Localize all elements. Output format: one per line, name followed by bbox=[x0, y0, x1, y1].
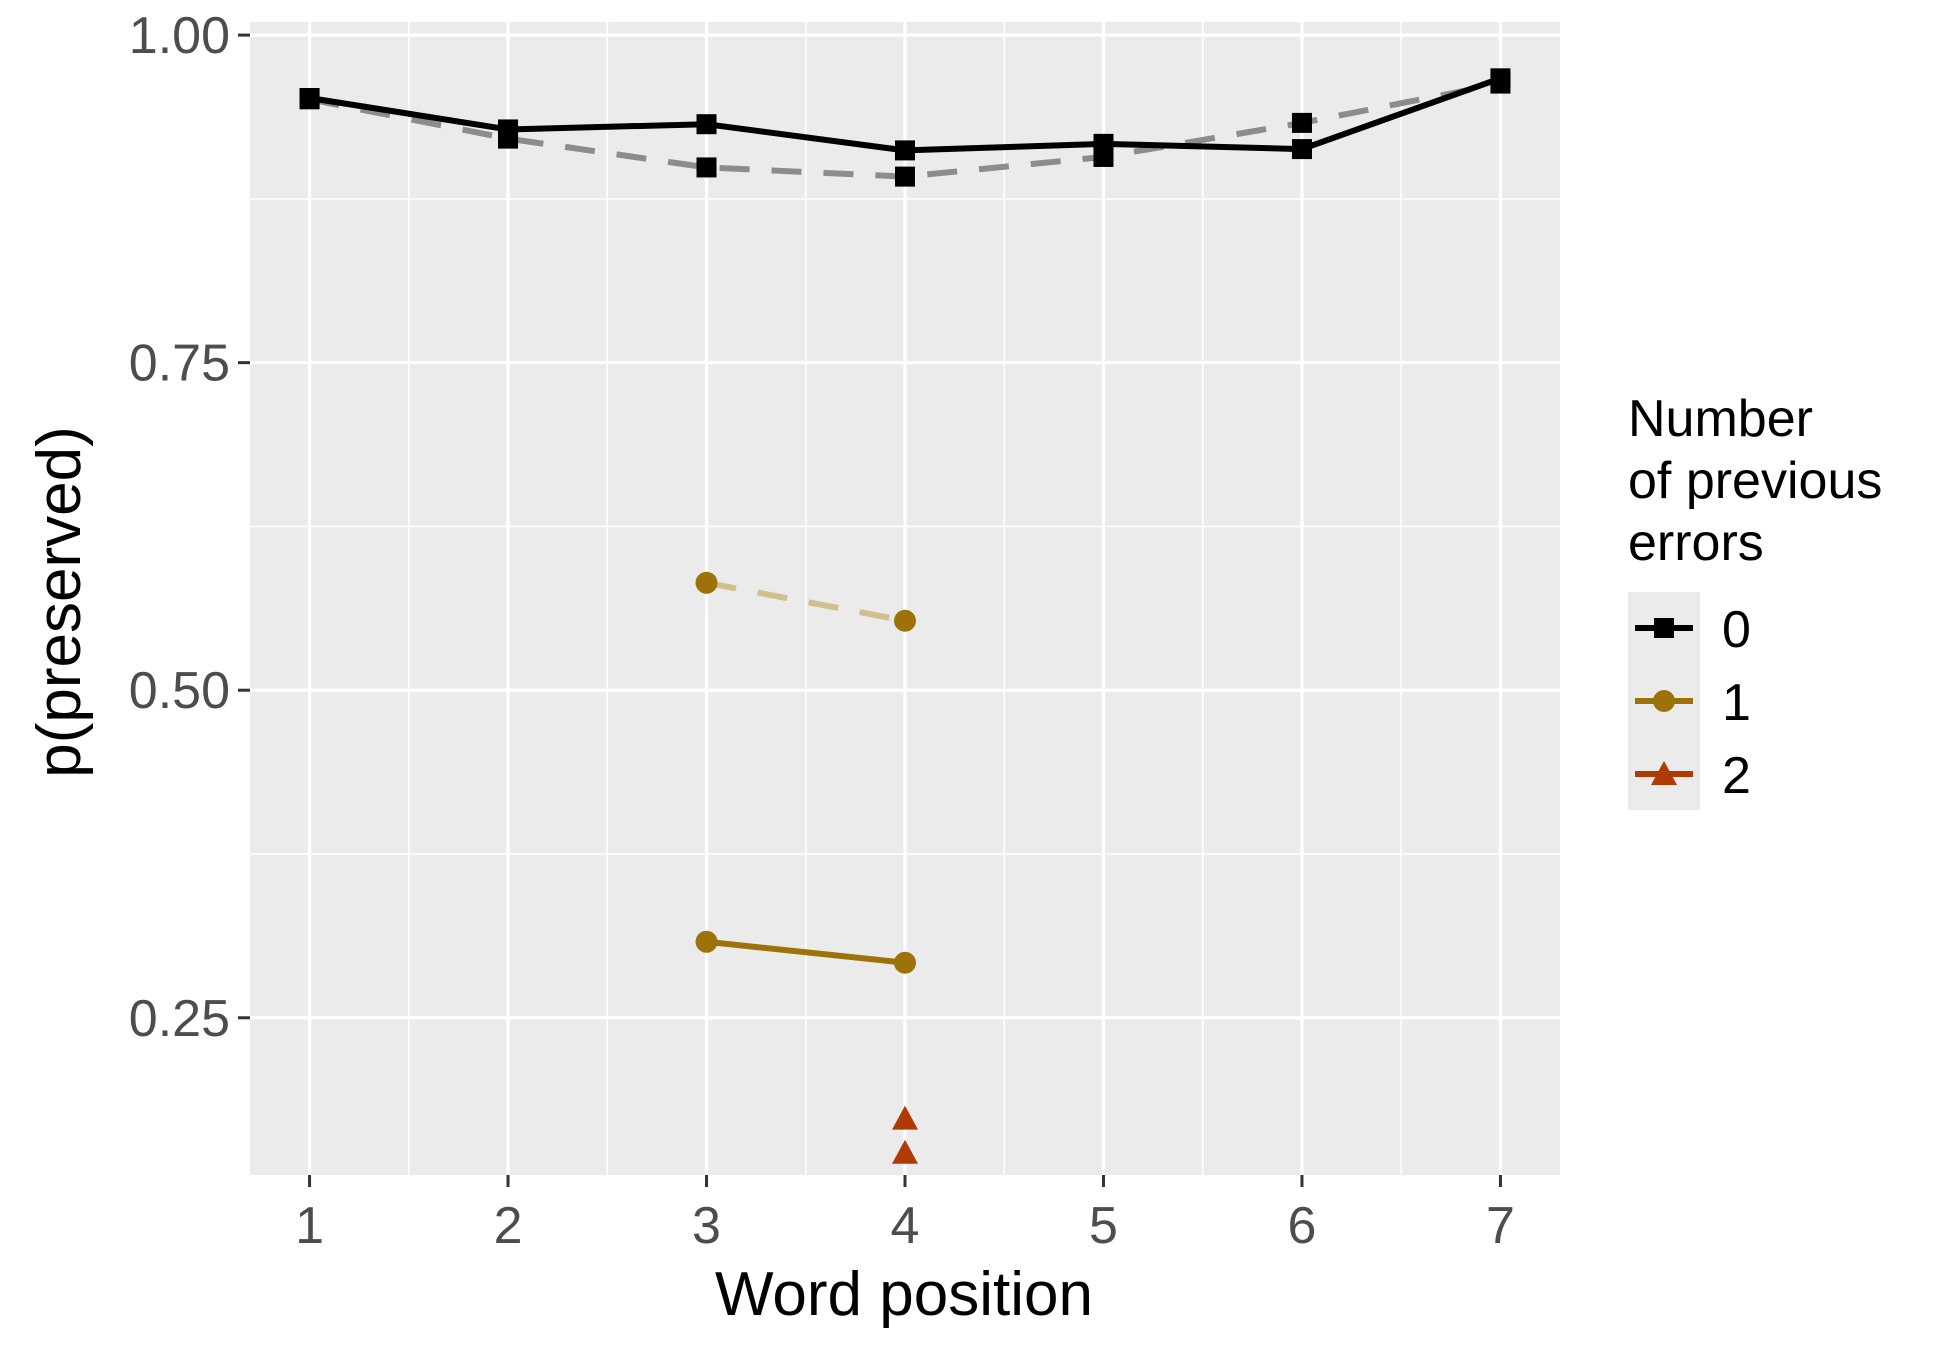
x-tick-label: 7 bbox=[1486, 1197, 1515, 1255]
data-point-errors-0 bbox=[895, 140, 915, 160]
data-point-errors-1 bbox=[894, 952, 916, 974]
data-point-errors-1 bbox=[696, 931, 718, 953]
x-tick-label: 1 bbox=[295, 1197, 324, 1255]
data-point-errors-0 bbox=[895, 167, 915, 187]
x-tick-label: 4 bbox=[891, 1197, 920, 1255]
x-tick-label: 3 bbox=[692, 1197, 721, 1255]
y-tick-label: 0.75 bbox=[129, 335, 230, 393]
legend-label-2: 2 bbox=[1722, 747, 1751, 805]
data-point-errors-0 bbox=[498, 119, 518, 139]
legend-label-0: 0 bbox=[1722, 601, 1751, 659]
y-tick-label: 0.50 bbox=[129, 662, 230, 720]
legend-key-marker-1 bbox=[1653, 690, 1675, 712]
data-point-errors-0 bbox=[697, 157, 717, 177]
data-point-errors-0 bbox=[1292, 139, 1312, 159]
data-point-errors-0 bbox=[1292, 113, 1312, 133]
data-point-errors-0 bbox=[1093, 134, 1113, 154]
y-tick-label: 1.00 bbox=[129, 7, 230, 65]
data-point-errors-0 bbox=[300, 88, 320, 108]
x-tick-label: 6 bbox=[1288, 1197, 1317, 1255]
legend-title-line-1: Number bbox=[1628, 390, 1813, 448]
legend-title-line-2: of previous bbox=[1628, 452, 1882, 510]
x-axis-title: Word position bbox=[715, 1260, 1093, 1329]
y-tick-label: 0.25 bbox=[129, 990, 230, 1048]
data-point-errors-0 bbox=[1490, 68, 1510, 88]
y-axis-title: p(preserved) bbox=[25, 426, 94, 777]
x-tick-label: 5 bbox=[1089, 1197, 1118, 1255]
data-point-errors-0 bbox=[697, 114, 717, 134]
data-point-errors-1 bbox=[696, 572, 718, 594]
legend-key-marker-0 bbox=[1654, 618, 1674, 638]
legend-title-line-3: errors bbox=[1628, 514, 1764, 572]
legend-label-1: 1 bbox=[1722, 674, 1751, 732]
x-tick-label: 2 bbox=[494, 1197, 523, 1255]
data-point-errors-1 bbox=[894, 610, 916, 632]
